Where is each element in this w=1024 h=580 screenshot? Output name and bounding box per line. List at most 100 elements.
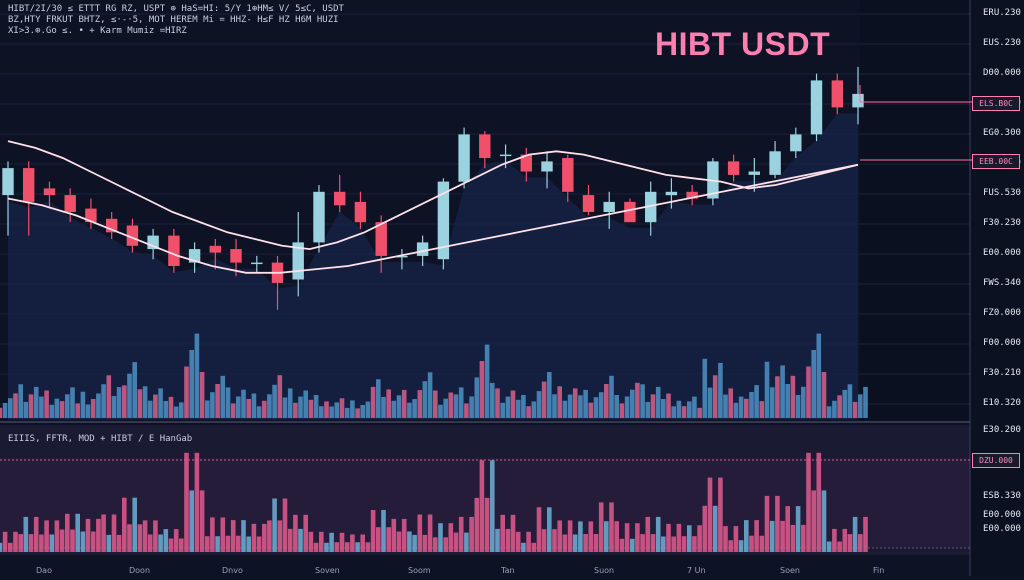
candle [292,242,304,280]
volume-bar [640,384,645,418]
indicator-bar [153,520,158,552]
indicator-bar [319,531,324,552]
volume-bar [329,406,334,418]
y-axis-label: E00.000 [983,248,1021,258]
indicator-bar [210,517,215,552]
indicator-bar [433,537,438,552]
indicator-bar [8,542,13,552]
indicator-bar [567,520,573,552]
indicator-bar [484,497,490,552]
candle [810,80,823,135]
volume-bar [764,361,770,418]
indicator-bar [205,536,210,552]
candle [645,191,657,223]
indicator-bar [744,520,749,552]
volume-bar [759,401,765,418]
volume-bar [324,401,329,418]
volume-bar [609,375,614,418]
volume-bar [552,394,557,418]
volume-bar [350,400,355,418]
indicator-bar [775,495,780,552]
volume-bar [334,402,340,418]
volume-bar [407,402,412,418]
indicator-bar [490,460,495,552]
volume-bar [168,396,174,418]
volume-bar [718,362,723,418]
volume-bar [847,384,853,418]
volume-bar [225,387,231,418]
indicator-bar [189,490,194,552]
indicator-bar [801,524,806,552]
indicator-bar [111,514,117,552]
volume-bar [370,386,376,418]
indicator-bar [557,520,562,552]
volume-bar [142,386,148,418]
indicator-bar [184,452,189,552]
indicator-bar [531,542,537,552]
volume-bar [515,399,521,418]
volume-bar [495,388,500,418]
indicator-bar [293,514,298,552]
indicator-bar [510,514,516,552]
indicator-bar [355,542,360,552]
indicator-bar [469,516,474,552]
indicator-bar [298,528,303,552]
indicator-bar [614,521,619,552]
candle [147,235,159,250]
volume-bar [127,373,132,418]
lower-y-axis-label: E00.000 [983,510,1021,520]
price-tag: ELS.B0C [972,96,1020,111]
volume-bar [645,401,651,418]
indicator-bar [262,523,267,552]
indicator-bar [287,528,293,552]
volume-bar [744,398,749,418]
volume-bar [205,400,210,418]
volume-bar [604,384,609,418]
indicator-bar [427,514,433,552]
volume-bar [707,387,713,418]
volume-bar [712,375,718,419]
volume-bar [90,399,96,418]
volume-bar [837,395,842,418]
indicator-bar [474,497,480,552]
moving-average-line [7,140,859,251]
candle [727,161,740,175]
volume-bar [723,394,728,418]
indicator-bar [842,528,848,552]
y-axis-label: E10.320 [983,398,1021,408]
indicator-bar [96,518,101,552]
indicator-bar [832,528,837,552]
header-line-2: BZ,HTY FRKUT BHTZ, ≤·-·5, MOT HEREM Mi =… [8,15,339,25]
indicator-bar [562,534,568,552]
candle [43,188,56,196]
indicator-bar [251,523,257,552]
indicator-bar [738,540,744,552]
volume-bar [59,401,65,418]
indicator-bar [515,531,521,552]
indicator-bar [521,542,526,552]
candle [686,191,698,199]
lower-panel-header: EIIIS, FFTR, MOD + HIBT / E HanGab [8,434,193,444]
candle [23,168,35,202]
candle [375,222,387,256]
volume-bar [137,389,143,418]
indicator-bar [718,477,723,552]
volume-bar [448,392,454,418]
candle [106,218,118,233]
indicator-bar [609,502,614,552]
volume-bar [381,396,386,418]
volume-bar [484,344,490,418]
indicator-bar [759,535,765,552]
indicator-bar [681,536,687,552]
volume-bar [671,406,676,418]
header-line-1: HIBT/2I/30 ≤ ETTT RG RZ, USPT ⊕ HaS=HI: … [8,4,344,14]
volume-bar [96,393,101,418]
indicator-bar [676,523,682,552]
volume-bar [287,388,293,418]
indicator-bar [863,516,868,552]
volume-bar [531,401,537,418]
indicator-bar [44,520,49,552]
candle [769,151,781,175]
indicator-bar [365,542,371,552]
volume-bar [85,404,91,418]
